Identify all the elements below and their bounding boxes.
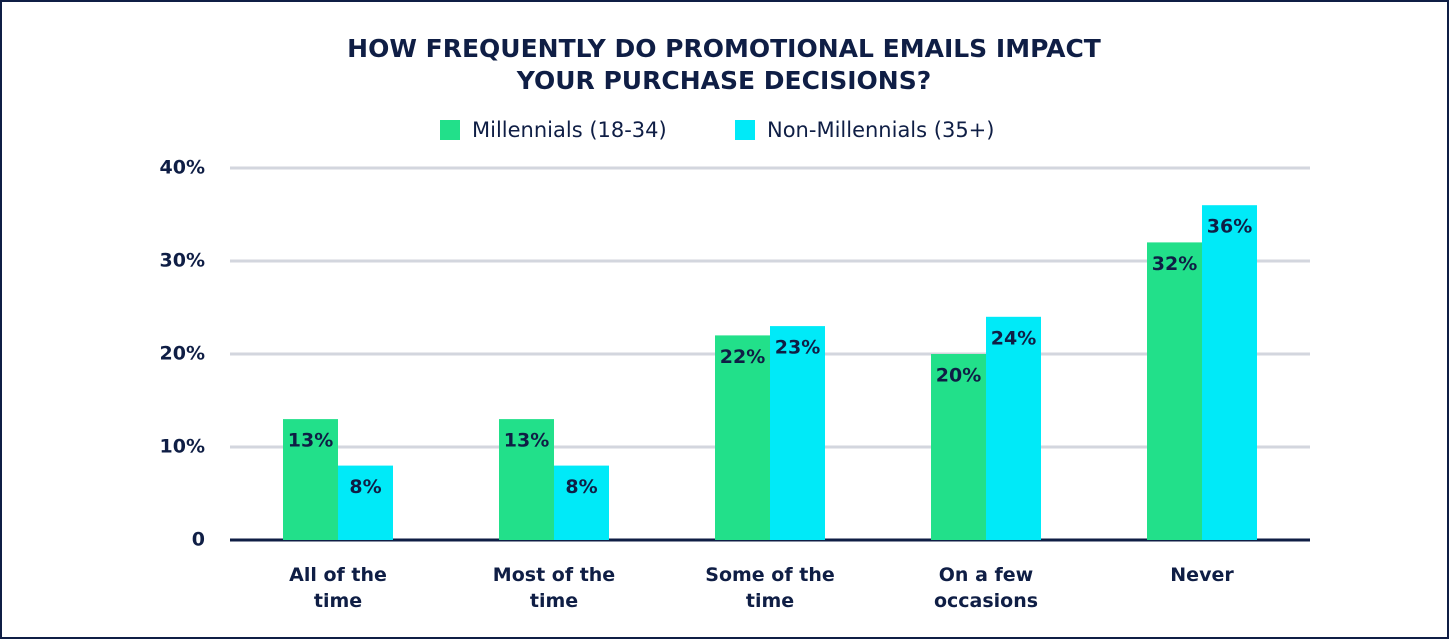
chart-title: HOW FREQUENTLY DO PROMOTIONAL EMAILS IMP…	[347, 34, 1101, 63]
x-tick-line: time	[746, 590, 794, 612]
x-tick-line: Some of the	[705, 564, 834, 586]
y-tick-label: 30%	[160, 250, 205, 272]
data-label: 23%	[775, 337, 820, 359]
data-label: 22%	[720, 346, 765, 368]
x-tick-label: Never	[1170, 564, 1234, 586]
bar	[715, 335, 770, 540]
x-tick-label: All of the time	[289, 564, 387, 612]
x-tick-line: All of the	[289, 564, 387, 586]
bar	[338, 465, 393, 540]
bar	[283, 419, 338, 540]
x-tick-line: On a few	[939, 564, 1033, 586]
x-tick-line: time	[530, 590, 578, 612]
data-label: 13%	[288, 430, 333, 452]
chart-title: YOUR PURCHASE DECISIONS?	[516, 66, 931, 95]
data-label: 20%	[936, 365, 981, 387]
legend-label: Millennials (18-34)	[472, 118, 667, 142]
data-label: 8%	[349, 476, 381, 498]
legend-swatch	[440, 120, 460, 140]
bar	[1202, 205, 1257, 540]
y-tick-label: 10%	[160, 436, 205, 458]
x-tick-line: Never	[1170, 564, 1234, 586]
bar	[931, 354, 986, 540]
bar	[1147, 242, 1202, 540]
data-label: 8%	[565, 476, 597, 498]
data-label: 24%	[991, 327, 1036, 349]
bar	[986, 316, 1041, 540]
y-tick-label: 0	[192, 529, 205, 551]
legend-swatch	[735, 120, 755, 140]
x-tick-line: Most of the	[493, 564, 615, 586]
x-tick-line: occasions	[934, 590, 1038, 612]
x-tick-label: Most of the time	[493, 564, 615, 612]
data-label: 36%	[1207, 216, 1252, 238]
y-tick-label: 20%	[160, 343, 205, 365]
x-tick-line: time	[314, 590, 362, 612]
y-tick-label: 40%	[160, 157, 205, 179]
x-tick-label: Some of the time	[705, 564, 834, 612]
x-tick-label: On a few occasions	[934, 564, 1038, 612]
bar	[499, 419, 554, 540]
legend-label: Non-Millennials (35+)	[767, 118, 994, 142]
data-label: 13%	[504, 430, 549, 452]
data-label: 32%	[1152, 253, 1197, 275]
bar	[770, 326, 825, 540]
bar	[554, 465, 609, 540]
